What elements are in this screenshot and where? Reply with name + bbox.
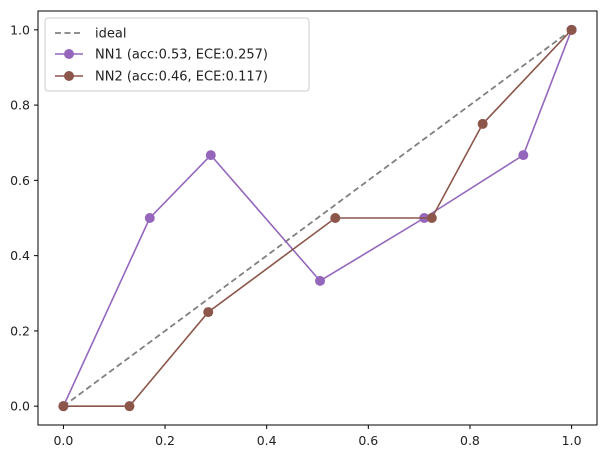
legend-box xyxy=(44,17,310,92)
y-tick-label: 0.6 xyxy=(10,173,30,188)
x-tick-label: 0.0 xyxy=(53,433,73,448)
series-line-0 xyxy=(62,29,573,407)
legend-label-nn1: NN1 (acc:0.53, ECE:0.257) xyxy=(95,48,268,63)
x-tick-label: 0.4 xyxy=(257,433,277,448)
data-point-series-2 xyxy=(566,24,577,35)
plot-frame xyxy=(37,10,598,426)
data-point-series-1 xyxy=(315,275,326,286)
x-tick-label: 0.2 xyxy=(155,433,175,448)
data-point-series-1 xyxy=(518,150,529,161)
y-tick-label: 0.4 xyxy=(10,248,30,263)
data-point-series-2 xyxy=(477,118,488,129)
data-point-series-2 xyxy=(124,401,135,412)
x-tick-label: 0.6 xyxy=(358,433,378,448)
y-tick-label: 1.0 xyxy=(10,22,30,37)
data-point-series-1 xyxy=(144,213,155,223)
y-tick-label: 0.8 xyxy=(10,98,30,113)
legend-label-ideal: ideal xyxy=(95,27,126,42)
data-point-series-1 xyxy=(205,150,216,161)
x-tick-label: 0.8 xyxy=(460,433,480,448)
legend-marker-nn1 xyxy=(64,49,74,59)
data-point-series-2 xyxy=(426,213,437,223)
legend-marker-nn2 xyxy=(64,71,74,81)
y-tick-label: 0.0 xyxy=(10,399,30,414)
data-point-series-2 xyxy=(58,401,69,412)
y-tick-label: 0.2 xyxy=(10,323,30,338)
axis-layer: 0.0 0.2 0.4 0.6 0.8 1.0 0.0 0.2 0.4 0.6 0.8 1.0 xyxy=(10,22,581,448)
series-layer xyxy=(58,24,577,412)
data-point-series-2 xyxy=(203,307,214,318)
x-tick-label: 1.0 xyxy=(562,433,582,448)
legend-label-nn2: NN2 (acc:0.46, ECE:0.117) xyxy=(95,70,268,85)
data-point-series-2 xyxy=(330,213,341,223)
legend: ideal NN1 (acc:0.53, ECE:0.257) NN2 (acc… xyxy=(44,17,310,92)
